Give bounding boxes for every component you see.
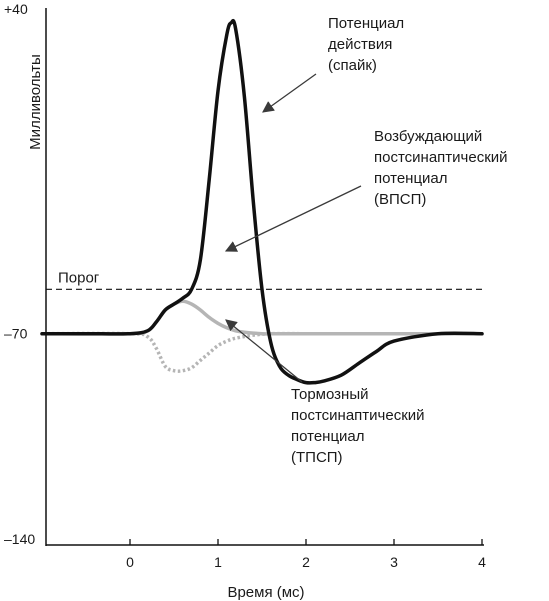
ipsp-curve: [41, 331, 394, 373]
action-potential-curve: [40, 19, 484, 385]
epsp-curve: [40, 299, 484, 336]
y-axis-title: Милливольты: [27, 54, 44, 150]
arrow-spike: [262, 73, 317, 113]
annotation-line: потенциал: [374, 170, 448, 187]
annotation-line: Возбуждающий: [374, 128, 482, 145]
y-tick-label: –140: [4, 531, 35, 547]
x-tick-label: 4: [478, 554, 486, 570]
x-tick-label: 2: [302, 554, 310, 570]
arrow-epsp: [224, 185, 362, 252]
annotation-line: Потенциал: [328, 15, 404, 32]
x-tick-label: 0: [126, 554, 134, 570]
annotation-line: (спайк): [328, 57, 377, 74]
svg-text:Возбуждающий постсинапти: Возбуждающий постсинаптический потенциал…: [374, 128, 512, 208]
y-tick-label: –70: [4, 326, 28, 342]
x-tick-label: 1: [214, 554, 222, 570]
annotation-line: действия: [328, 36, 392, 53]
annotation-line: (ВПСП): [374, 191, 426, 208]
annotation-line: постсинаптический: [291, 407, 425, 424]
x-tick-label: 3: [390, 554, 398, 570]
x-axis-title: Время (мс): [227, 584, 304, 601]
annotation-line: потенциал: [291, 428, 365, 445]
annotation-line: постсинаптический: [374, 149, 508, 166]
svg-text:Потенциал действия: Потенциал действия (спайк): [328, 15, 408, 74]
axis-ticks: 0 1 2 3 4 +40 –70 –140: [4, 1, 486, 570]
y-tick-label: +40: [4, 1, 28, 17]
arrow-ipsp: [225, 319, 303, 383]
threshold-label: Порог: [58, 269, 100, 286]
svg-text:Тормозный постсинаптичес: Тормозный постсинаптический потенциал (Т…: [291, 386, 429, 466]
annotation-line: (ТПСП): [291, 449, 343, 466]
annotation-epsp: Возбуждающий постсинаптический потенциал…: [224, 128, 512, 252]
annotation-spike: Потенциал действия (спайк): [262, 15, 408, 113]
annotation-line: Тормозный: [291, 386, 368, 403]
annotation-ipsp: Тормозный постсинаптический потенциал (Т…: [225, 319, 429, 466]
